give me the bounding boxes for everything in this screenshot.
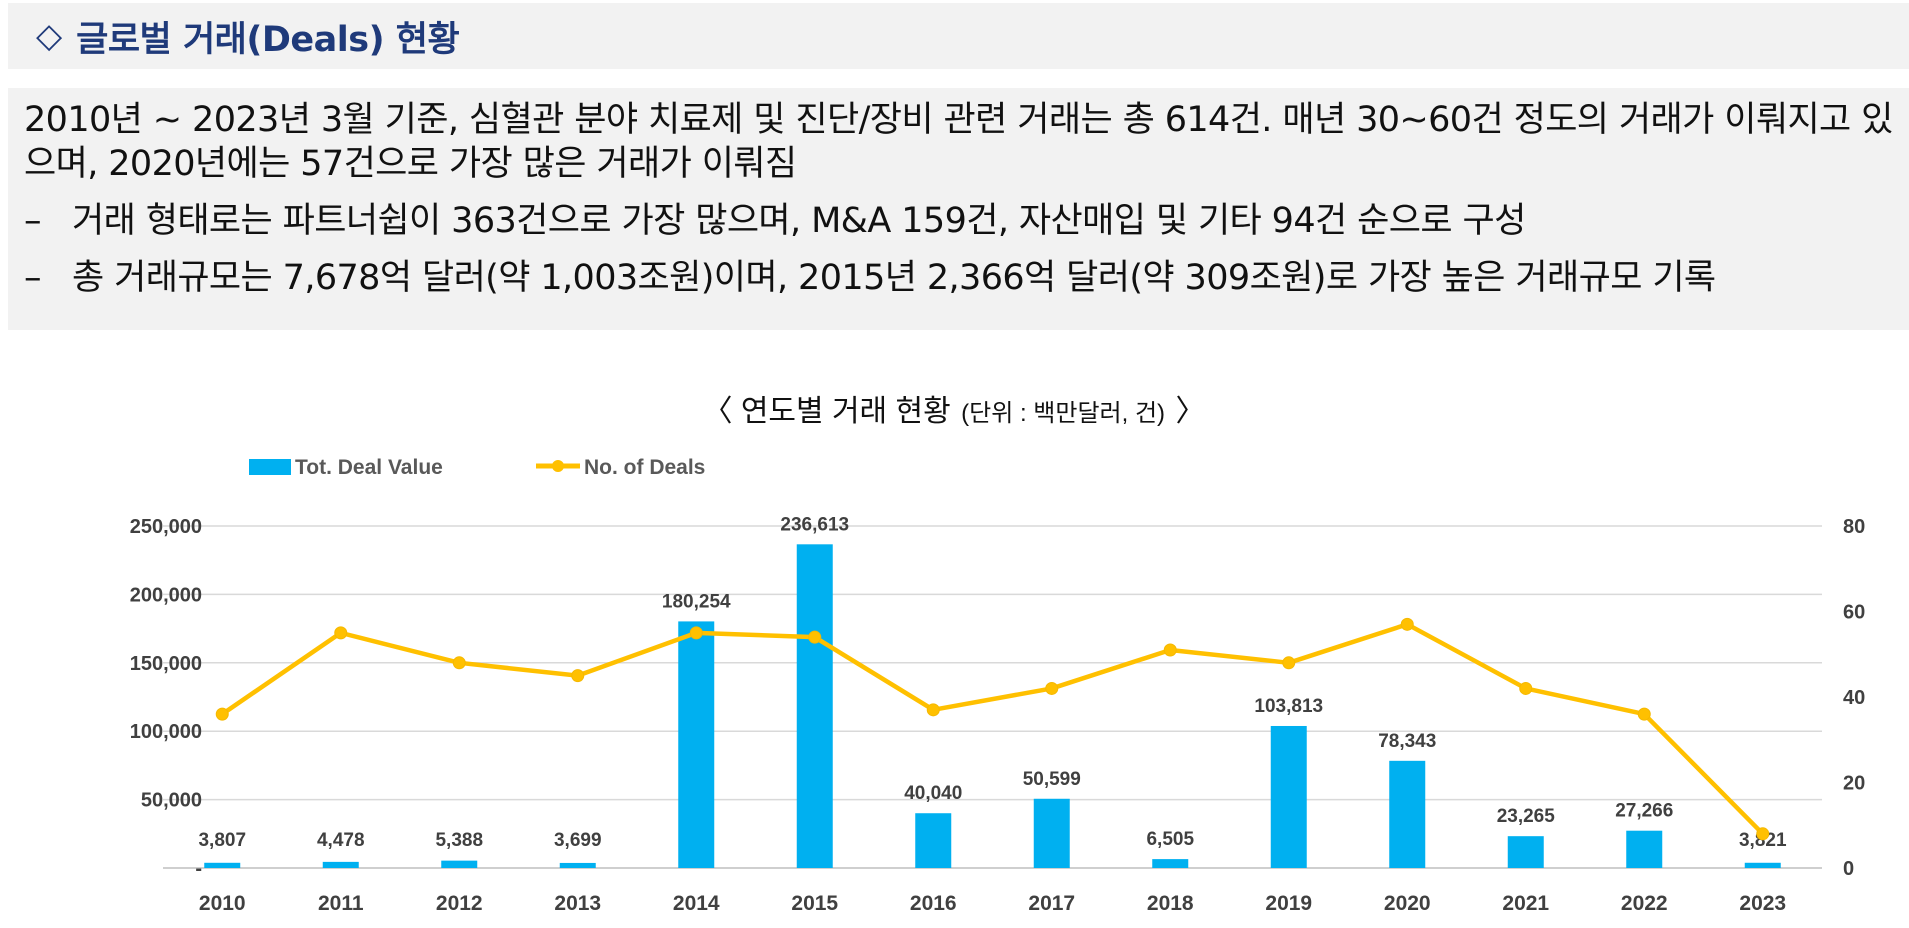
chart-title-main: 〈 연도별 거래 현황: [702, 395, 950, 428]
x-axis-tick-label: 2022: [1621, 892, 1668, 915]
bar-data-label: 3,807: [198, 830, 246, 851]
deals-chart: 〈 연도별 거래 현황 (단위 : 백만달러, 건) 〉 Tot. Deal V…: [0, 370, 1909, 924]
line-point-2015: [808, 630, 822, 644]
line-point-2010: [215, 707, 229, 721]
x-axis-tick-label: 2018: [1147, 892, 1194, 915]
bar-2017: [1033, 798, 1070, 868]
x-axis-tick-label: 2021: [1502, 892, 1549, 915]
line-point-2012: [452, 656, 466, 670]
line-point-2013: [571, 669, 585, 683]
x-axis-tick-label: 2013: [554, 892, 601, 915]
right-axis: 0 20 40 60 80: [1843, 516, 1865, 880]
left-axis-tick-label: -: [195, 858, 202, 880]
bar-data-label: 6,505: [1146, 829, 1194, 850]
line-point-2011: [334, 626, 348, 640]
bar-2020: [1389, 760, 1426, 868]
x-axis-tick-label: 2014: [673, 892, 720, 915]
right-axis-tick-label: 0: [1843, 858, 1854, 880]
bar-data-label: 4,478: [317, 830, 365, 851]
bar-2013: [559, 862, 596, 868]
chart-title-unit: (단위 : 백만달러, 건): [961, 400, 1165, 427]
chart-legend: Tot. Deal Value No. of Deals: [249, 456, 705, 479]
chart-title-close: 〉: [1176, 395, 1206, 428]
bar-data-label: 236,613: [780, 514, 849, 535]
summary-intro: 2010년 ~ 2023년 3월 기준, 심혈관 분야 치료제 및 진단/장비 …: [24, 100, 1893, 184]
bar-2022: [1626, 830, 1663, 868]
line-point-2018: [1163, 643, 1177, 657]
bar-data-labels: 3,807 4,478 5,388 3,699 180,254 236,613 40,040…: [198, 514, 1786, 851]
line-point-2019: [1282, 656, 1296, 670]
bar-data-label: 50,599: [1023, 769, 1081, 790]
left-axis-tick-label: 200,000: [130, 584, 202, 606]
chart-title: 〈 연도별 거래 현황 (단위 : 백만달러, 건) 〉: [702, 395, 1205, 428]
x-axis-tick-label: 2015: [791, 892, 838, 915]
x-axis-tick-label: 2019: [1265, 892, 1312, 915]
bar-2011: [322, 861, 359, 868]
summary-box: 2010년 ~ 2023년 3월 기준, 심혈관 분야 치료제 및 진단/장비 …: [8, 88, 1909, 330]
summary-bullet: – 총 거래규모는 7,678억 달러(약 1,003조원)이며, 2015년 …: [24, 256, 1909, 300]
bar-data-label: 180,254: [662, 591, 731, 612]
chart-grid: [163, 525, 1822, 869]
left-axis-tick-label: 100,000: [130, 721, 202, 743]
right-axis-tick-label: 20: [1843, 773, 1865, 795]
legend-swatch-deal-value: [249, 459, 291, 475]
line-point-2023: [1756, 827, 1770, 841]
line-point-2022: [1637, 707, 1651, 721]
left-axis-tick-label: 250,000: [130, 516, 202, 538]
line-point-2017: [1045, 681, 1059, 695]
bar-data-label: 5,388: [435, 830, 483, 851]
x-axis-tick-label: 2023: [1739, 892, 1786, 915]
bar-2015: [796, 544, 833, 868]
legend-label-no-of-deals: No. of Deals: [584, 456, 705, 479]
bar-2018: [1152, 859, 1189, 868]
x-axis-tick-label: 2010: [199, 892, 246, 915]
x-axis-tick-label: 2020: [1384, 892, 1431, 915]
bullet-marker: –: [24, 258, 42, 298]
x-axis-tick-label: 2017: [1028, 892, 1075, 915]
line-point-2021: [1519, 681, 1533, 695]
right-axis-tick-label: 40: [1843, 687, 1865, 709]
deals-count-line: [220, 622, 1765, 836]
left-axis: - 50,000 100,000 150,000 200,000 250,000: [130, 516, 202, 880]
bar-data-label: 40,040: [904, 783, 962, 804]
x-axis-tick-label: 2012: [436, 892, 483, 915]
line-point-2014: [689, 626, 703, 640]
line-series: [215, 617, 1770, 841]
bar-data-label: 78,343: [1378, 731, 1436, 752]
bar-data-label: 103,813: [1254, 696, 1323, 717]
legend-marker-no-of-deals: [552, 460, 564, 472]
bar-2019: [1270, 725, 1307, 868]
bar-data-label: 3,699: [554, 830, 602, 851]
left-axis-tick-label: 150,000: [130, 653, 202, 675]
right-axis-tick-label: 80: [1843, 516, 1865, 538]
bullet-marker: –: [24, 201, 42, 241]
bar-data-label: 3,821: [1739, 830, 1787, 851]
line-point-2016: [926, 703, 940, 717]
bar-2010: [204, 862, 241, 868]
bar-series: [204, 544, 1781, 868]
diamond-icon: ◇: [36, 16, 63, 56]
line-point-2020: [1400, 617, 1414, 631]
header-bar: ◇ 글로벌 거래(Deals) 현황: [8, 3, 1909, 69]
bar-2016: [915, 813, 952, 868]
summary-bullet-text: 총 거래규모는 7,678억 달러(약 1,003조원)이며, 2015년 2,…: [72, 258, 1716, 298]
x-axis-tick-label: 2011: [318, 892, 364, 915]
bar-data-label: 27,266: [1615, 801, 1673, 822]
summary-bullet-text: 거래 형태로는 파트너쉽이 363건으로 가장 많으며, M&A 159건, 자…: [72, 201, 1526, 241]
x-axis: 2010 2011 2012 2013 2014 2015 2016 2017 2018 2019…: [199, 892, 1786, 915]
bar-2021: [1507, 836, 1544, 868]
page-title: 글로벌 거래(Deals) 현황: [76, 19, 460, 60]
summary-bullet: – 거래 형태로는 파트너쉽이 363건으로 가장 많으며, M&A 159건,…: [24, 199, 1909, 243]
bar-2012: [441, 860, 478, 868]
right-axis-tick-label: 60: [1843, 602, 1865, 624]
bar-2023: [1744, 862, 1781, 868]
bar-data-label: 23,265: [1497, 806, 1556, 827]
bar-2014: [678, 621, 715, 868]
x-axis-tick-label: 2016: [910, 892, 957, 915]
chart-svg: 〈 연도별 거래 현황 (단위 : 백만달러, 건) 〉 Tot. Deal V…: [130, 395, 1866, 915]
legend-label-deal-value: Tot. Deal Value: [295, 456, 443, 479]
left-axis-tick-label: 50,000: [141, 790, 202, 812]
